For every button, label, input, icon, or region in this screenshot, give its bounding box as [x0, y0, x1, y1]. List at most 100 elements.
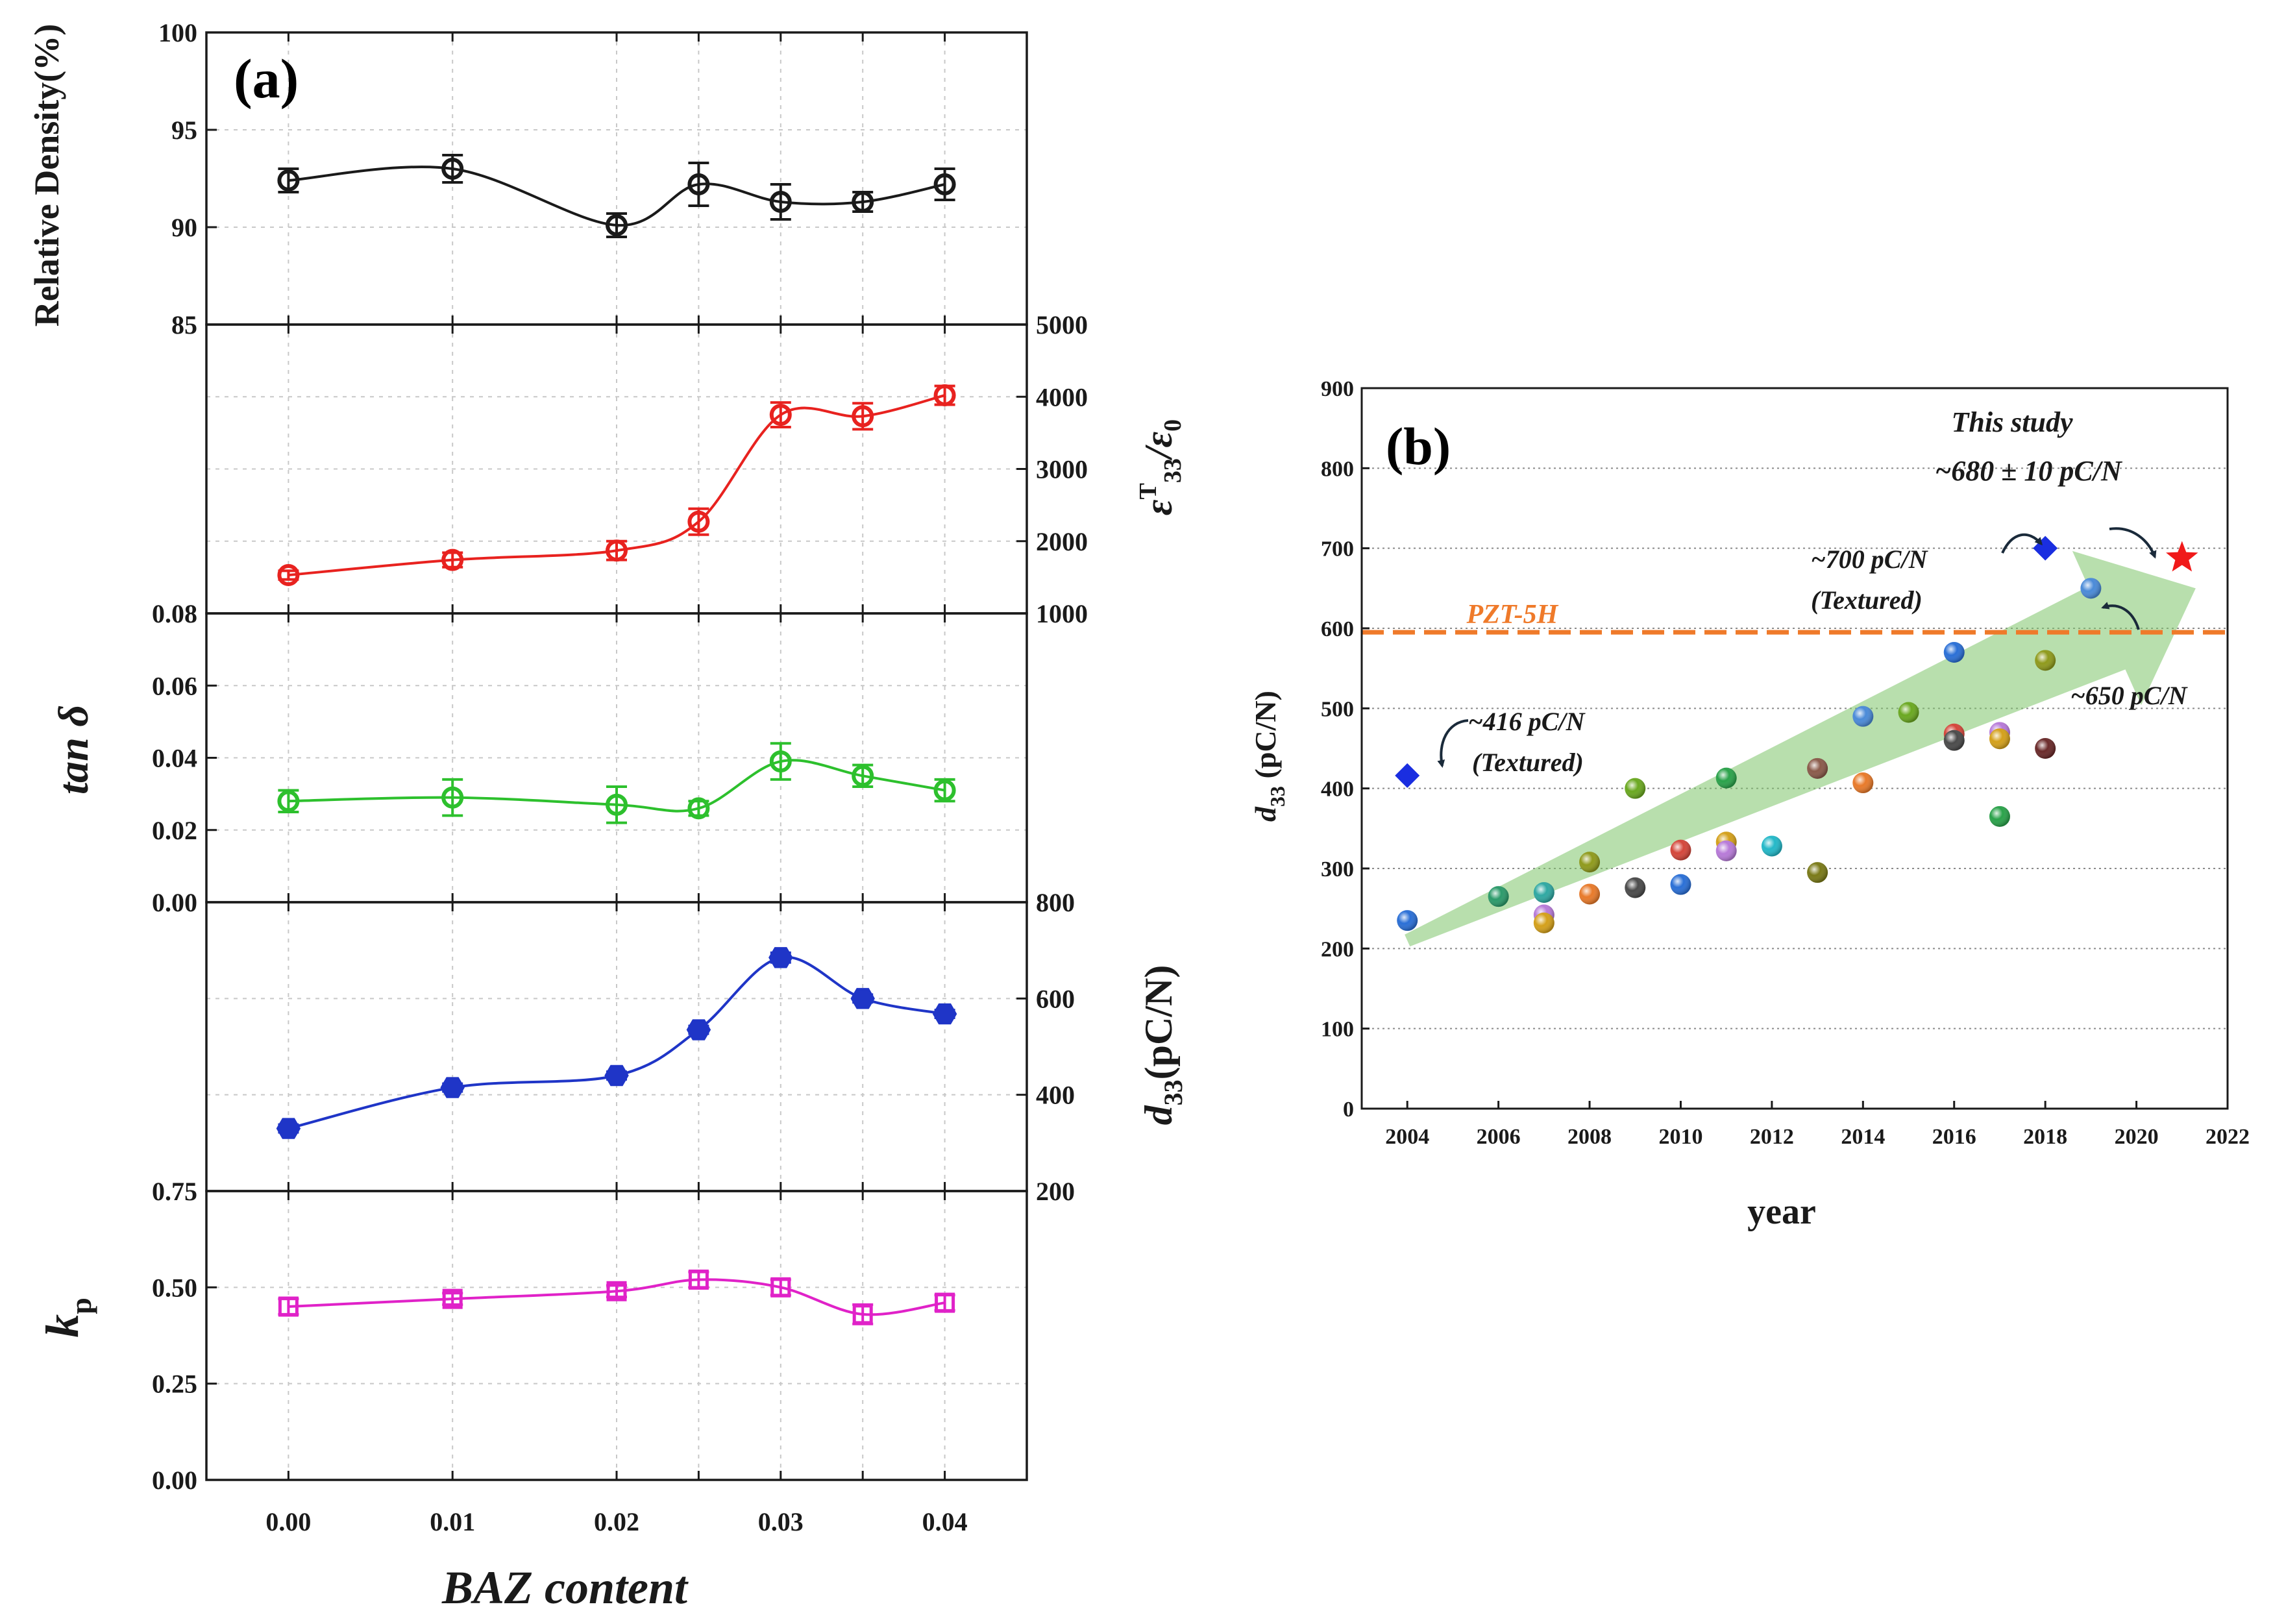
point-kp	[770, 1277, 791, 1298]
scatter-point-shade	[1807, 757, 1828, 779]
xtick-label-year: 2008	[1567, 1125, 1612, 1149]
scatter-point-shade	[1989, 806, 2010, 827]
ytick-label-b: 100	[1321, 1018, 1354, 1042]
scatter-point-shade	[1670, 874, 1691, 895]
annotation-680: ~680 ± 10 pC/N	[1935, 455, 2123, 487]
ylabel-kp: kp	[36, 1298, 97, 1338]
pzt-5h-label: PZT-5H	[1466, 600, 1558, 630]
point-tand	[933, 779, 956, 802]
point-kp	[688, 1269, 709, 1290]
pointer-arrow-650	[2101, 602, 2140, 630]
xtick-label-year: 2020	[2115, 1125, 2159, 1149]
point-d33	[276, 1118, 301, 1139]
annotation-700-textured: (Textured)	[1811, 585, 1923, 615]
point-kp	[935, 1292, 955, 1313]
scatter-point-shade	[2035, 650, 2056, 671]
ytick-label-permittivity: 3000	[1036, 455, 1088, 484]
ytick-label-kp: 0.75	[152, 1177, 197, 1206]
ytick-label-permittivity: 5000	[1036, 310, 1088, 339]
scatter-point-shade	[1625, 877, 1646, 898]
point-density	[441, 158, 464, 180]
ylabel-b-tail: (pC/N)	[1249, 691, 1282, 786]
ylabel-b-main: d	[1249, 806, 1282, 822]
point-d33	[440, 1077, 465, 1098]
ylabel-kp-sub: p	[64, 1298, 97, 1314]
point-permittivity	[769, 404, 792, 426]
xtick-label-year: 2016	[1932, 1125, 1976, 1149]
ytick-label-b: 200	[1321, 937, 1354, 961]
xtick-label-year: 2010	[1658, 1125, 1702, 1149]
pointer-arrow-700	[2001, 533, 2043, 554]
scatter-point-shade	[1852, 772, 1874, 794]
point-tand	[769, 750, 792, 773]
ylabel-eps-sub: 33	[1159, 458, 1186, 483]
svg-text:εT33/ε0: εT33/ε0	[1135, 419, 1186, 515]
ytick-label-b: 700	[1321, 537, 1354, 561]
ylabel-eps-sup: T	[1135, 483, 1162, 499]
ylabel-b-sub: 33	[1266, 786, 1289, 807]
point-density	[277, 169, 300, 191]
xtick-label-baz: 0.02	[594, 1507, 639, 1536]
panel-b: PZT-5H 0 100 200 300 400 500 600 700 800 900 2004 2…	[1249, 377, 2250, 1232]
xlabel-year: year	[1747, 1192, 1816, 1232]
curve-density	[288, 166, 946, 227]
panel-a-ticks: 85 90 95 100 1000 2000 3000 4000 5000 0.00 0.02 0.0…	[152, 18, 1088, 1536]
svg-text:kp: kp	[36, 1298, 97, 1338]
ylabel-eps: ε	[1137, 499, 1180, 515]
pointer-arrow-416	[1437, 719, 1469, 768]
panel-b-frame	[1360, 387, 2229, 1110]
ytick-label-tand: 0.04	[152, 744, 197, 773]
ylabel-tand-text: tan δ	[50, 705, 97, 794]
point-density	[852, 191, 874, 213]
ytick-label-b: 600	[1321, 617, 1354, 641]
point-permittivity	[277, 564, 300, 587]
svg-text:d33 (pC/N): d33 (pC/N)	[1249, 691, 1289, 822]
scatter-point-shade	[1397, 910, 1418, 931]
point-permittivity	[852, 405, 874, 428]
xtick-label-year: 2006	[1477, 1125, 1521, 1149]
xtick-label-baz: 0.00	[265, 1507, 311, 1536]
xtick-label-year: 2014	[1841, 1125, 1885, 1149]
ytick-label-permittivity: 1000	[1036, 599, 1088, 628]
ytick-label-tand: 0.06	[152, 671, 197, 700]
ylabel-eps-tail-sub: 0	[1159, 419, 1186, 432]
xtick-label-year: 2012	[1750, 1125, 1794, 1149]
point-tand	[441, 786, 464, 809]
ylabel-eps-tail: /ε	[1137, 431, 1180, 461]
scatter-point-shade	[1898, 702, 1919, 723]
xtick-label-baz: 0.01	[430, 1507, 475, 1536]
point-tand	[687, 797, 710, 820]
svg-text:d33(pC/N): d33(pC/N)	[1137, 965, 1188, 1126]
scatter-point-shade	[1852, 706, 1874, 727]
scatter-point-shade	[1989, 728, 2010, 750]
ylabel-tand: tan δ	[50, 705, 97, 794]
annotation-700: ~700 pC/N	[1811, 545, 1929, 574]
point-permittivity	[441, 548, 464, 571]
point-tand	[852, 765, 874, 787]
curve-kp	[288, 1278, 945, 1316]
ytick-label-d33: 200	[1036, 1177, 1075, 1206]
point-d33	[686, 1019, 711, 1040]
ylabel-d33-tail: (pC/N)	[1137, 965, 1180, 1080]
annotation-416: ~416 pC/N	[1468, 707, 1586, 736]
ytick-label-b: 0	[1343, 1098, 1354, 1122]
ytick-label-kp: 0.25	[152, 1370, 197, 1399]
panel-b-ticks: 0 100 200 300 400 500 600 700 800 900 2004 2006 2008…	[1321, 377, 2250, 1149]
scatter-point-shade	[1943, 730, 1965, 751]
point-d33	[932, 1003, 957, 1025]
scatter-point-shade	[1715, 767, 1737, 789]
scatter-point-shade	[1715, 840, 1737, 861]
panel-a: 859095100100020003000400050000.000.020.0…	[27, 18, 1188, 1614]
panel-a-gridlines	[206, 32, 1027, 1480]
ylabel-density: Relative Density(%)	[27, 24, 66, 326]
ytick-label-permittivity: 2000	[1036, 527, 1088, 556]
annotation-416-textured: (Textured)	[1472, 748, 1584, 777]
ylabel-d33-sub: 33	[1159, 1079, 1188, 1105]
point-d33	[850, 988, 875, 1009]
point-kp	[852, 1304, 873, 1325]
xtick-label-year: 2004	[1385, 1125, 1429, 1149]
ylabel-permittivity: εT33/ε0	[1135, 419, 1186, 515]
point-kp	[278, 1296, 299, 1317]
xtick-label-year: 2022	[2205, 1125, 2250, 1149]
xtick-label-year: 2018	[2023, 1125, 2067, 1149]
